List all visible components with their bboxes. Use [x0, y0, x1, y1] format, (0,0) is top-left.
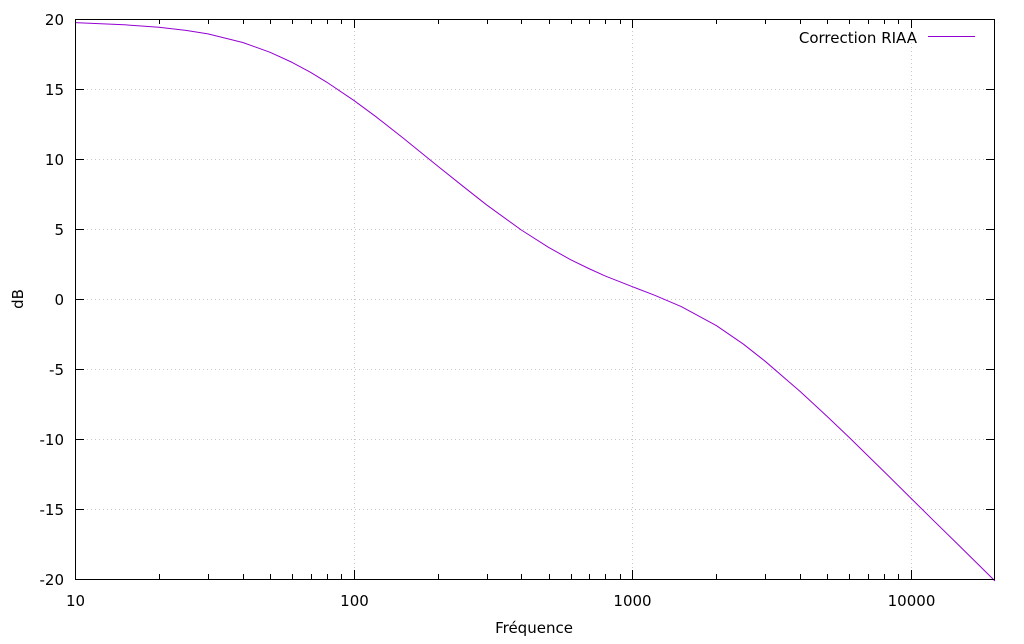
y-tick-label: 20 [45, 11, 64, 29]
y-tick-label: 15 [45, 81, 64, 99]
series-line-correction-riaa [74, 22, 996, 582]
label-layer: -20 -15 -10 -5 0 5 10 15 20 10 100 1000 10000 [40, 11, 936, 610]
y-tick-label: -5 [49, 361, 64, 379]
y-tick-label: -20 [40, 571, 65, 589]
y-axis-title: dB [9, 289, 27, 309]
legend: Correction RIAA [799, 29, 975, 47]
x-tick-label: 1000 [613, 592, 651, 610]
x-tick-label: 100 [340, 592, 369, 610]
x-tick-label: 10 [66, 592, 85, 610]
y-tick-label: 5 [54, 221, 64, 239]
tick-layer [75, 19, 995, 580]
y-tick-label: 0 [54, 291, 64, 309]
grid-layer [75, 19, 995, 579]
x-axis-title: Fréquence [495, 619, 573, 637]
series-layer [74, 22, 996, 582]
legend-label: Correction RIAA [799, 29, 918, 47]
y-tick-label: -15 [40, 501, 65, 519]
x-tick-label: 10000 [888, 592, 936, 610]
y-tick-label: -10 [40, 431, 65, 449]
y-tick-label: 10 [45, 151, 64, 169]
